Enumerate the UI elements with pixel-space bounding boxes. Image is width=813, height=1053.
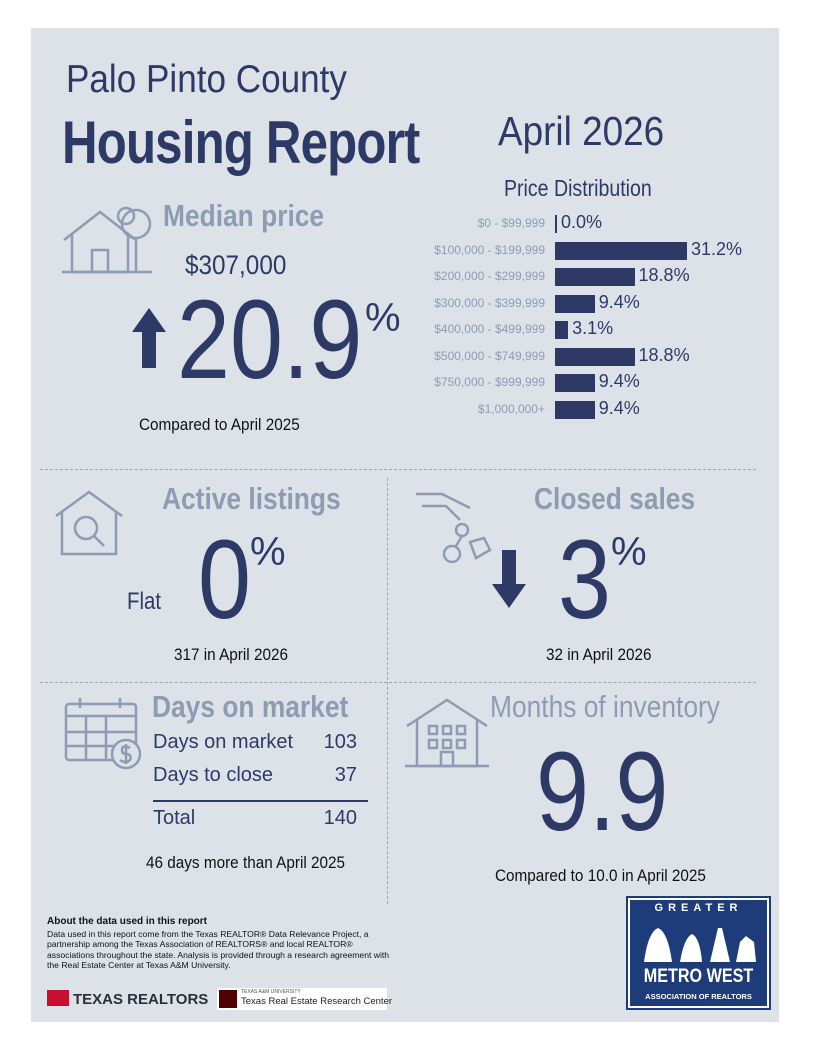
- months-inventory-note: Compared to 10.0 in April 2025: [495, 866, 706, 885]
- report-panel: [31, 28, 779, 1022]
- hand-keys-icon: [416, 492, 492, 564]
- months-inventory-title: Months of inventory: [490, 689, 720, 724]
- dom-row-value: 37: [334, 764, 357, 786]
- active-listings-status: Flat: [127, 588, 162, 615]
- price-range-label: $0 - $99,999: [477, 216, 545, 230]
- price-range-label: $500,000 - $749,999: [434, 348, 545, 363]
- divider: [387, 478, 388, 904]
- metro-west-logo: GREATER METRO WEST ASSOCIATION OF REALTO…: [626, 896, 771, 1010]
- divider: [40, 682, 756, 683]
- days-on-market-note: 46 days more than April 2025: [146, 853, 346, 872]
- price-distribution-value: 0.0%: [561, 212, 603, 232]
- price-distribution-title: Price Distribution: [504, 175, 652, 201]
- price-distribution-value: 18.8%: [638, 344, 690, 365]
- active-listings-note: 317 in April 2026: [174, 645, 288, 664]
- price-distribution-row: $750,000 - $999,999 9.4%: [400, 371, 760, 394]
- price-range-label: $300,000 - $399,999: [434, 295, 545, 310]
- price-distribution-row: $400,000 - $499,999 3.1%: [400, 318, 760, 341]
- price-distribution-bar: [555, 268, 635, 286]
- price-range-label: $400,000 - $499,999: [434, 322, 545, 336]
- price-distribution-row: $300,000 - $399,999 9.4%: [400, 291, 760, 315]
- building-icon: [405, 698, 489, 768]
- tamu-name-text: Texas Real Estate Research Center: [241, 996, 393, 1007]
- price-distribution-bar: [555, 400, 595, 419]
- price-distribution-bar: [555, 215, 557, 233]
- landmarks-icon: [644, 928, 756, 962]
- report-month: April 2026: [498, 108, 665, 154]
- price-distribution-value: 18.8%: [638, 265, 690, 285]
- median-price-comparison: Compared to April 2025: [139, 415, 300, 434]
- divider: [40, 469, 756, 470]
- tamu-mark-icon: [219, 990, 237, 1008]
- about-text: Data used in this report come from the T…: [47, 929, 390, 970]
- metro-west-logo-bottom: ASSOCIATION OF REALTORS: [645, 992, 752, 1001]
- median-price-change: 20.9: [177, 277, 363, 402]
- price-distribution-value: 9.4%: [598, 291, 640, 312]
- price-distribution-row: $100,000 - $199,999 31.2%: [400, 238, 760, 262]
- price-distribution-row: $500,000 - $749,999 18.8%: [400, 344, 760, 368]
- house-magnifier-icon: [55, 490, 123, 556]
- house-tree-icon: [62, 206, 152, 274]
- county-name: Palo Pinto County: [66, 58, 347, 101]
- price-range-label: $1,000,000+: [477, 401, 545, 416]
- median-price-value: $307,000: [185, 250, 287, 280]
- price-distribution-row: $0 - $99,999 0.0%: [400, 212, 760, 235]
- price-distribution-value: 31.2%: [691, 238, 743, 259]
- median-price-change-unit: %: [365, 296, 401, 340]
- median-price-title: Median price: [163, 198, 325, 233]
- arrow-up-icon: [132, 308, 166, 368]
- active-listings-title: Active listings: [162, 481, 341, 516]
- price-range-label: $750,000 - $999,999: [434, 375, 545, 389]
- dom-row: Days to close 37: [153, 764, 357, 787]
- active-listings-change-unit: %: [250, 530, 286, 574]
- price-distribution-bar: [555, 374, 595, 392]
- price-range-label: $200,000 - $299,999: [434, 269, 545, 283]
- dom-row-label: Days on market: [153, 731, 294, 753]
- price-distribution-bar: [555, 241, 687, 260]
- dom-total-label: Total: [153, 807, 196, 829]
- dom-row-label: Days to close: [153, 764, 274, 786]
- tr-mark-icon: [47, 990, 69, 1006]
- tamu-small-text: TEXAS A&M UNIVERSITY: [241, 989, 301, 995]
- dom-total-divider: [153, 800, 368, 802]
- price-distribution-bar: [555, 347, 635, 366]
- price-range-label: $100,000 - $199,999: [434, 242, 545, 257]
- report-title: Housing Report: [62, 109, 420, 176]
- price-distribution-value: 3.1%: [572, 318, 614, 338]
- months-inventory-value: 9.9: [536, 729, 669, 854]
- arrow-down-icon: [492, 550, 526, 608]
- closed-sales-change: 3: [558, 517, 611, 642]
- price-distribution-row: $1,000,000+ 9.4%: [400, 397, 760, 421]
- price-distribution-row: $200,000 - $299,999 18.8%: [400, 265, 760, 288]
- tamu-logo: TEXAS A&M UNIVERSITY Texas Real Estate R…: [217, 988, 392, 1010]
- active-listings-change: 0: [198, 517, 251, 642]
- about-heading: About the data used in this report: [47, 916, 208, 927]
- closed-sales-note: 32 in April 2026: [546, 645, 652, 664]
- price-distribution-bar: [555, 321, 569, 339]
- dom-total-value: 140: [323, 807, 357, 829]
- dom-total-row: Total 140: [153, 807, 357, 830]
- price-distribution-value: 9.4%: [598, 397, 640, 418]
- closed-sales-change-unit: %: [611, 530, 647, 574]
- price-distribution-value: 9.4%: [598, 371, 640, 391]
- dom-row: Days on market 103: [153, 731, 357, 754]
- texas-realtors-logo-text: TEXAS REALTORS: [73, 991, 209, 1008]
- calendar-dollar-icon: [64, 698, 142, 770]
- metro-west-logo-mid: METRO WEST: [643, 966, 754, 987]
- metro-west-logo-top: GREATER: [654, 902, 743, 914]
- price-distribution-bar: [555, 294, 595, 313]
- closed-sales-title: Closed sales: [534, 481, 696, 516]
- texas-realtors-logo: TEXAS REALTORS: [47, 990, 208, 1008]
- days-on-market-title: Days on market: [152, 689, 349, 724]
- dom-row-value: 103: [323, 731, 357, 753]
